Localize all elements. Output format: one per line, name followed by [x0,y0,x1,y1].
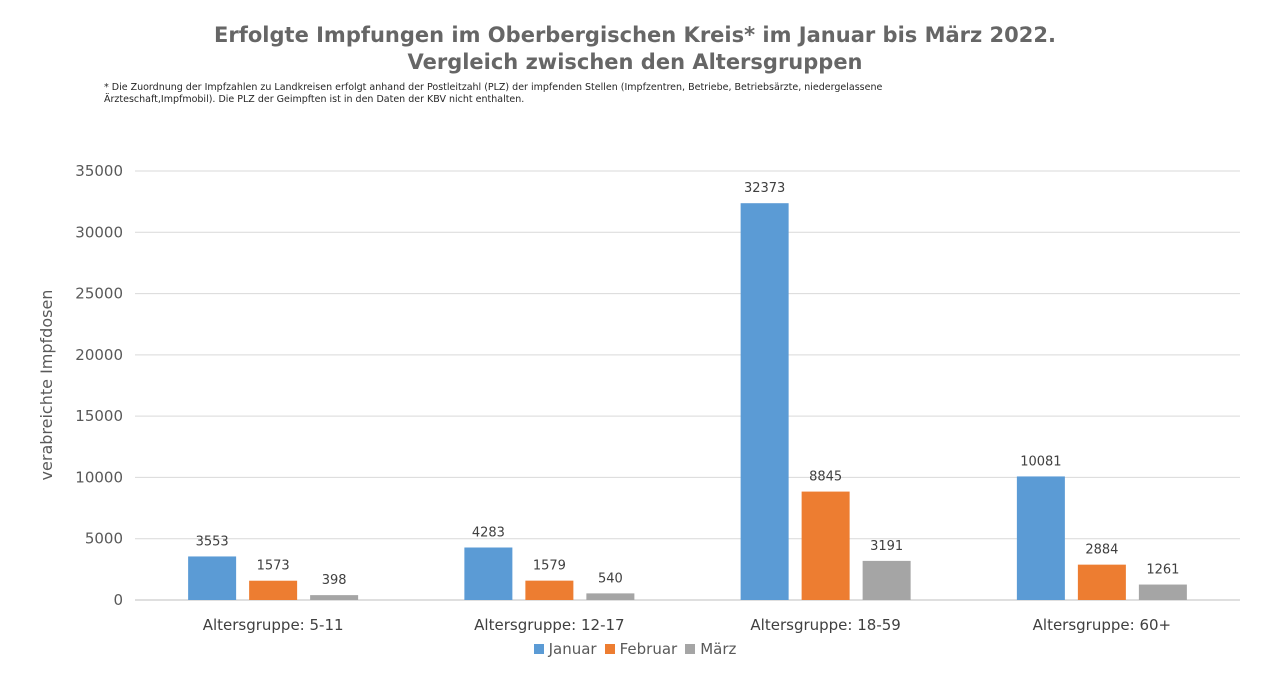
data-labels: 3553 1573 398 4283 1579 540 32373 8845 3191 10081… [196,181,1180,588]
bar-februar [525,580,574,600]
x-category-label: Altersgruppe: 5-11 [203,616,344,634]
chart-footnote: * Die Zuordnung der Impfzahlen zu Landkr… [104,82,1064,106]
data-label: 8845 [809,470,842,485]
bar-februar [1077,564,1126,600]
x-axis-categories: Altersgruppe: 5-11 Altersgruppe: 12-17 Alt… [203,616,1171,634]
bar-märz [586,593,635,600]
legend: Januar Februar März [0,640,1270,658]
legend-label: Januar [548,640,597,658]
bar-januar [740,203,789,600]
bar-februar [801,491,850,600]
data-label: 1579 [533,559,566,574]
footnote-line2: Ärzteschaft,Impfmobil). Die PLZ der Geim… [104,94,525,105]
x-category-label: Altersgruppe: 12-17 [474,616,624,634]
bar-märz [1138,584,1187,600]
data-label: 3191 [870,539,903,554]
y-tick-label: 15000 [75,407,123,425]
x-category-label: Altersgruppe: 18-59 [750,616,900,634]
x-category-label: Altersgruppe: 60+ [1033,616,1171,634]
legend-item-februar: Februar [604,640,678,658]
gridlines [135,170,1240,601]
data-label: 1573 [257,559,290,574]
y-axis-label: verabreichte Impfdosen [37,290,56,481]
y-tick-label: 0 [113,591,123,609]
y-tick-label: 25000 [75,285,123,303]
y-tick-label: 30000 [75,223,123,241]
y-tick-label: 35000 [75,162,123,180]
bar-januar [188,556,237,600]
legend-label: März [700,640,737,658]
chart-title: Erfolgte Impfungen im Oberbergischen Kre… [0,22,1270,76]
legend-label: Februar [619,640,678,658]
data-label: 398 [322,573,347,588]
legend-swatch [604,644,615,654]
legend-swatch [533,644,544,654]
data-label: 10081 [1020,454,1061,469]
y-tick-label: 20000 [75,346,123,364]
data-label: 32373 [744,181,785,196]
y-axis-ticks: 0 5000 10000 15000 20000 25000 30000 35000 [75,162,123,609]
bar-märz [310,595,359,600]
chart-title-line2: Vergleich zwischen den Altersgruppen [407,50,863,74]
data-label: 3553 [196,534,229,549]
legend-item-märz: März [685,640,736,658]
legend-swatch [685,644,696,654]
bar-februar [249,580,298,600]
data-label: 1261 [1146,563,1179,578]
data-label: 540 [598,571,623,586]
bar-märz [862,560,911,600]
bars [188,203,1187,600]
data-label: 4283 [472,526,505,541]
chart-title-line1: Erfolgte Impfungen im Oberbergischen Kre… [214,23,1056,47]
y-tick-label: 10000 [75,468,123,486]
bar-januar [464,547,513,600]
data-label: 2884 [1085,543,1118,558]
legend-item-januar: Januar [533,640,597,658]
y-tick-label: 5000 [85,530,123,548]
bar-januar [1016,476,1065,600]
footnote-line1: * Die Zuordnung der Impfzahlen zu Landkr… [104,82,883,93]
